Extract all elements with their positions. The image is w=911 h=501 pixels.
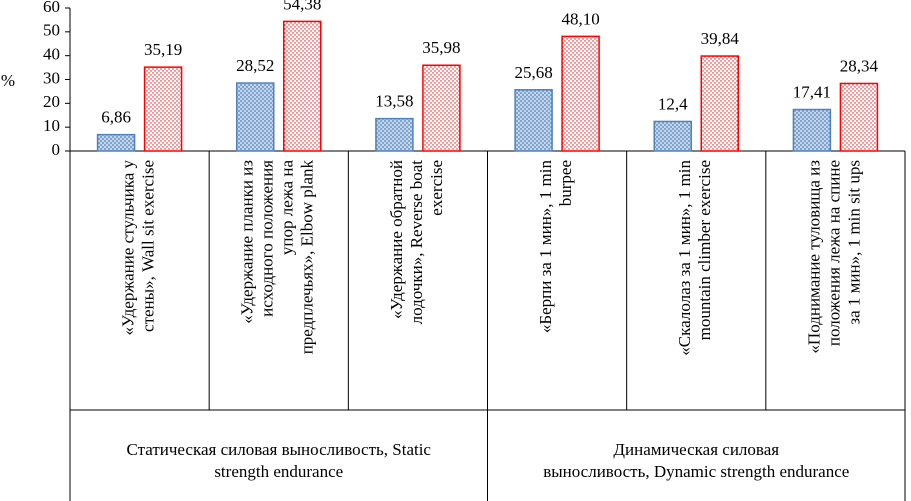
bar xyxy=(283,20,322,152)
x-tick-label-line: положения лежа на спине xyxy=(824,160,843,346)
y-tick-label: 0 xyxy=(52,140,61,159)
value-label: 28,34 xyxy=(840,56,879,75)
bar xyxy=(653,120,692,152)
bar xyxy=(561,35,600,152)
x-tick-label: «Удержание стульчика устены», Wall sit e… xyxy=(118,160,157,336)
value-label: 25,68 xyxy=(514,63,552,82)
bar xyxy=(514,89,553,152)
group-label: Динамическая силовая выносливость, Dynami… xyxy=(543,440,849,481)
y-tick-label: 20 xyxy=(43,92,60,111)
x-tick-label-line: исходного положения xyxy=(258,160,277,317)
group-label: Статическая силовая выносливость, Static… xyxy=(127,440,432,481)
y-tick-label: 30 xyxy=(43,68,60,87)
x-tick-label: «Поднимание туловища изположения лежа на… xyxy=(804,160,863,354)
group-label-line: Статическая силовая выносливость, Static xyxy=(127,440,432,459)
y-axis-label: % xyxy=(1,71,15,90)
x-tick-label-line: burpee xyxy=(556,160,575,206)
bar xyxy=(700,55,739,152)
y-tick-label: 10 xyxy=(43,116,60,135)
group-label-line: Динамическая силовая xyxy=(613,440,779,459)
x-tick-label-line: «Удержание обратной xyxy=(387,160,406,319)
group-label-line: strength endurance xyxy=(214,462,343,481)
value-label: 39,84 xyxy=(701,29,740,48)
x-tick-label-line: лодочки», Reverse boat xyxy=(407,160,426,325)
value-label: 6,86 xyxy=(101,108,131,127)
bar xyxy=(839,82,879,152)
x-tick-label-line: за 1 мин», 1 min sit ups xyxy=(844,160,863,325)
x-tick-label: «Скалолаз за 1 мин», 1 minmountain climb… xyxy=(675,160,714,356)
value-label: 35,98 xyxy=(422,38,460,57)
x-tick-label: «Берпи за 1 мин», 1 minburpee xyxy=(536,160,575,334)
x-tick-label-line: «Поднимание туловища из xyxy=(804,160,823,354)
value-label: 12,4 xyxy=(658,94,688,113)
value-label: 35,19 xyxy=(144,40,182,59)
x-tick-label-line: exercise xyxy=(427,160,446,216)
y-tick-label: 50 xyxy=(43,21,60,40)
value-label: 13,58 xyxy=(375,92,413,111)
value-label: 54,38 xyxy=(283,0,321,13)
x-tick-label-line: «Удержание планки из xyxy=(238,160,257,324)
value-label: 28,52 xyxy=(236,56,274,75)
x-tick-label: «Удержание обратнойлодочки», Reverse boa… xyxy=(387,160,446,325)
value-label: 48,10 xyxy=(561,9,599,28)
value-label: 17,41 xyxy=(793,83,831,102)
bar xyxy=(422,64,461,152)
x-tick-label-line: предплечьях», Elbow plank xyxy=(298,160,317,355)
x-tick-label-line: «Скалолаз за 1 мин», 1 min xyxy=(675,160,694,356)
x-tick-label-line: mountain climber exercise xyxy=(695,160,714,340)
bar xyxy=(96,133,136,152)
group-label-line: выносливость, Dynamic strength endurance xyxy=(543,462,849,481)
x-tick-label-line: «Берпи за 1 мин», 1 min xyxy=(536,160,555,334)
bar xyxy=(236,82,275,152)
bar xyxy=(792,108,832,152)
y-tick-label: 60 xyxy=(43,0,60,16)
x-tick-label-line: упор лежа на xyxy=(278,160,297,256)
bar xyxy=(375,117,414,152)
y-tick-label: 40 xyxy=(43,45,60,64)
x-tick-label-line: «Удержание стульчика у xyxy=(118,160,137,336)
x-tick-label: «Удержание планки изисходного положенияу… xyxy=(238,160,317,355)
bar xyxy=(143,66,183,152)
x-tick-label-line: стены», Wall sit exercise xyxy=(138,160,157,332)
